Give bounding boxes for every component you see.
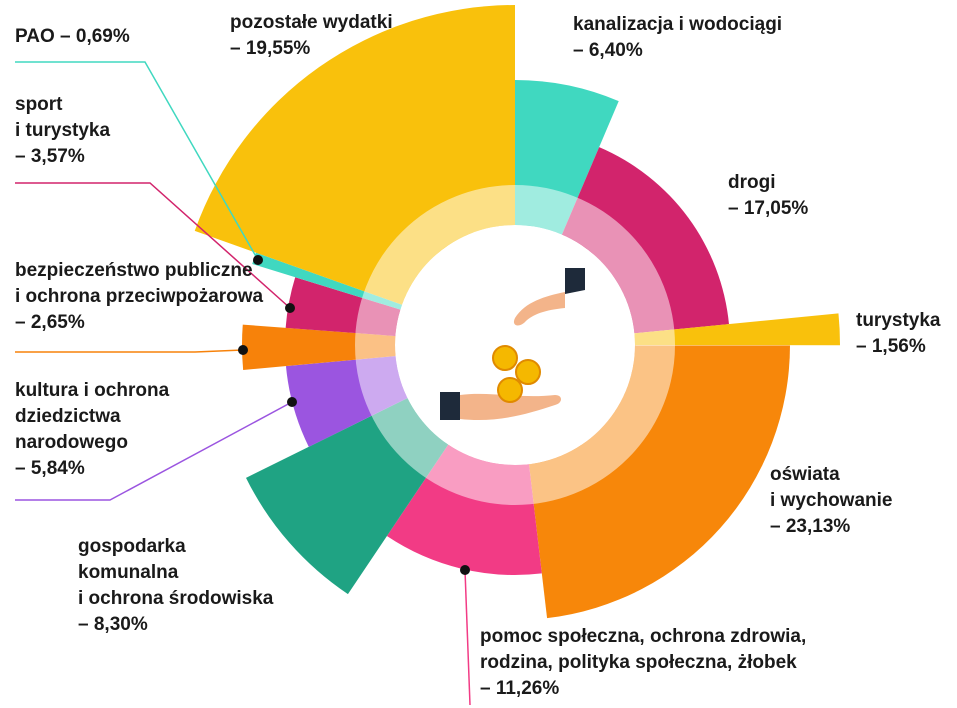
leader-dot (287, 397, 297, 407)
chart: kanalizacja i wodociągi– 6,40% drogi– 17,… (0, 0, 957, 708)
value-label: – 11,26% (480, 676, 806, 702)
leader-line (15, 350, 243, 352)
slice-label: gospodarka komunalna i ochrona środowisk… (78, 534, 273, 638)
slice-label: kultura i ochrona dziedzictwa narodowego… (15, 378, 169, 482)
category-label: drogi (728, 170, 808, 196)
coin (493, 346, 517, 370)
slice-label: pomoc społeczna, ochrona zdrowia, rodzin… (480, 624, 806, 702)
category-label: pomoc społeczna, ochrona zdrowia, rodzin… (480, 624, 806, 676)
category-label: PAO (15, 26, 55, 47)
value-label: – 8,30% (78, 612, 273, 638)
value-label: – 2,65% (15, 310, 263, 336)
value-label: – 5,84% (15, 456, 169, 482)
value-label: – 19,55% (230, 36, 393, 62)
slice-label: bezpieczeństwo publiczne i ochrona przec… (15, 258, 263, 336)
hand-top (565, 268, 585, 294)
value-label: – 3,57% (15, 144, 110, 170)
value-label: – 17,05% (728, 196, 808, 222)
coin (498, 378, 522, 402)
value-label: – 6,40% (573, 38, 782, 64)
slice-label: drogi– 17,05% (728, 170, 808, 222)
category-label: bezpieczeństwo publiczne i ochrona przec… (15, 258, 263, 310)
value-label: – 1,56% (856, 334, 941, 360)
category-label: oświata i wychowanie (770, 462, 892, 514)
leader-dot (460, 565, 470, 575)
leader-dot (238, 345, 248, 355)
value-label: – 23,13% (770, 514, 892, 540)
leader-dot (285, 303, 295, 313)
category-label: sport i turystyka (15, 92, 110, 144)
category-label: gospodarka komunalna i ochrona środowisk… (78, 534, 273, 612)
category-label: turystyka (856, 308, 941, 334)
coin (516, 360, 540, 384)
category-label: kultura i ochrona dziedzictwa narodowego (15, 378, 169, 456)
leader-line (465, 570, 470, 705)
slice-label: oświata i wychowanie– 23,13% (770, 462, 892, 540)
hand-bottom (440, 392, 460, 420)
slice-label: sport i turystyka– 3,57% (15, 92, 110, 170)
slice-label: turystyka– 1,56% (856, 308, 941, 360)
slice-label: PAO – 0,69% (15, 24, 130, 50)
value-label: – 0,69% (60, 26, 130, 47)
slice-label: pozostałe wydatki– 19,55% (230, 10, 393, 62)
center-disc (395, 225, 635, 465)
category-label: pozostałe wydatki (230, 10, 393, 36)
slice-label: kanalizacja i wodociągi– 6,40% (573, 12, 782, 64)
category-label: kanalizacja i wodociągi (573, 12, 782, 38)
